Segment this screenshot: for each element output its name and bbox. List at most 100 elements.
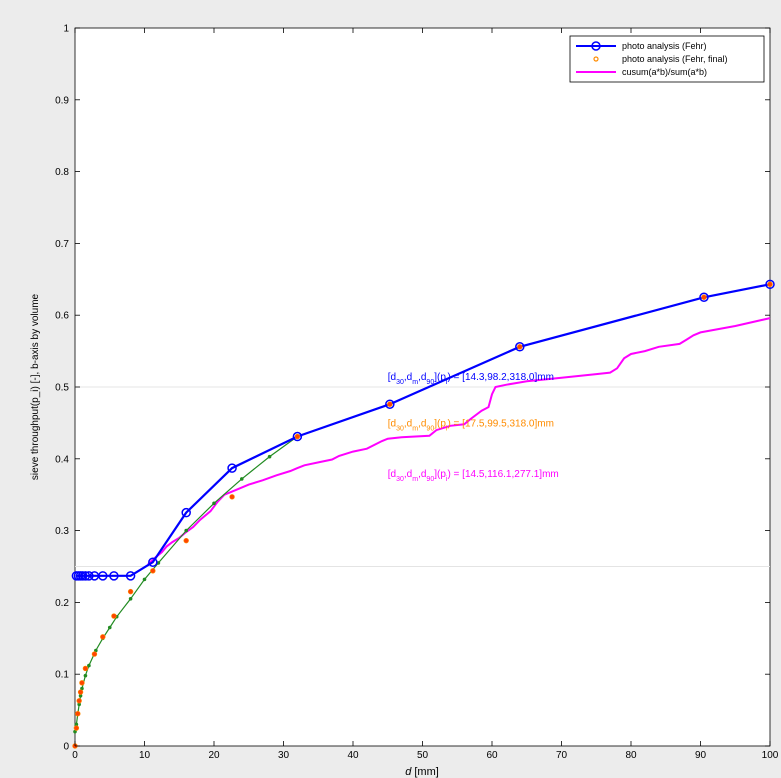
x-axis-label-var: d: [405, 766, 412, 778]
annotation-1-part-7: i: [446, 425, 448, 432]
x-tick-label-1: 10: [139, 750, 151, 761]
annotation-2-part-2: ,d: [404, 469, 412, 480]
series-3-point-17: [240, 477, 244, 481]
x-tick-label-10: 100: [762, 750, 779, 761]
annotation-0-part-5: 90: [426, 378, 434, 385]
annotation-1-part-3: m: [412, 425, 418, 432]
series-3-point-1: [74, 722, 79, 727]
annotation-layer: [d30,dm,d90](pi) = [14.3,98.2,318.0]mm[d…: [388, 372, 559, 482]
series-0-point-7: [98, 571, 108, 581]
series-0-point-13: [292, 431, 303, 442]
annotation-2-part-0: [d: [388, 469, 396, 480]
y-axis-label: sieve throughput(p_i) [-], b-axis by vol…: [30, 293, 41, 480]
series-3-point-5: [80, 686, 84, 691]
annotation-1-part-5: 90: [426, 425, 434, 432]
series-1-point-13: [229, 494, 235, 500]
y-tick-label-8: 0.8: [55, 167, 69, 178]
x-tick-label-8: 80: [625, 750, 637, 761]
series-0-point-10: [148, 557, 158, 567]
annotation-1-part-2: ,d: [404, 418, 412, 429]
series-1-point-2: [75, 710, 81, 717]
x-tick-label-5: 50: [417, 750, 429, 761]
series-0-point-8: [109, 571, 119, 581]
series-1-point-3: [76, 698, 82, 704]
series-0-point-4: [80, 571, 91, 581]
annotation-1-part-6: ](p: [434, 418, 446, 429]
series-1: [72, 281, 773, 749]
y-tick-label-4: 0.4: [55, 454, 69, 465]
x-tick-label-7: 70: [556, 750, 568, 761]
annotation-2-part-3: m: [412, 475, 418, 482]
series-3-point-4: [78, 693, 83, 698]
series-3-point-8: [94, 648, 98, 653]
series-1-point-1: [73, 725, 80, 731]
legend: photo analysis (Fehr) photo analysis (Fe…: [569, 35, 765, 83]
annotation-1-part-0: [d: [388, 418, 396, 429]
y-tick-label-2: 0.2: [55, 598, 69, 609]
y-tick-label-7: 0.7: [55, 239, 69, 250]
x-tick-label-4: 40: [347, 750, 359, 761]
legend-marker-fehr-final: [593, 56, 599, 62]
series-2: [147, 317, 771, 566]
series-3-point-6: [83, 673, 88, 678]
series-0-point-15: [515, 342, 525, 352]
annotation-0-part-8: ) = [14.3,98.2,318.0]mm: [447, 372, 553, 383]
series-0-point-3: [77, 571, 88, 581]
annotation-2-part-4: ,d: [418, 469, 426, 480]
series-3-point-16: [212, 501, 216, 506]
annotation-2-part-5: 90: [426, 475, 434, 482]
legend-label-fehr-final: photo analysis (Fehr, final): [622, 54, 728, 64]
annotation-0-part-2: ,d: [404, 372, 412, 383]
x-axis-label-unit: [mm]: [411, 766, 439, 778]
annotation-1-part-4: ,d: [418, 418, 426, 429]
series-3-point-10: [107, 625, 112, 630]
y-tick-label-5: 0.5: [55, 383, 69, 394]
grid-lines: [75, 386, 770, 567]
y-tick-label-9: 0.9: [55, 95, 69, 106]
series-1-point-12: [183, 537, 189, 544]
y-tick-label-3: 0.3: [55, 526, 69, 537]
annotation-2: [d30,dm,d90](pi) = [14.5,116.1,277.1]mm: [388, 469, 559, 483]
series-1-point-9: [111, 613, 117, 619]
series-1-point-15: [387, 401, 393, 407]
series-0-point-14: [385, 399, 395, 409]
series-1-point-18: [767, 281, 773, 288]
y-tick-label-10: 1: [63, 24, 69, 35]
series-0-point-16: [699, 292, 709, 302]
series-3-point-7: [87, 663, 91, 668]
series-1-point-14: [294, 433, 301, 440]
annotation-1-part-1: 30: [396, 425, 404, 432]
annotation-2-part-7: i: [446, 475, 448, 482]
annotation-0-part-7: i: [446, 378, 448, 385]
series-3-point-13: [142, 577, 147, 582]
legend-box: [569, 35, 765, 83]
series-1-point-5: [79, 680, 85, 686]
series-2-line: [147, 317, 771, 566]
series-1-point-6: [82, 665, 89, 672]
x-tick-label-9: 90: [695, 750, 707, 761]
x-tick-label-3: 30: [278, 750, 290, 761]
series-1-point-4: [77, 689, 84, 695]
y-axis: 0 0.1 0.2 0.3 0.4 0.5 0.6 0.7 0.8 0.9 1: [55, 24, 770, 753]
series-1-point-8: [100, 634, 106, 640]
annotation-0-part-3: m: [412, 378, 418, 385]
series-0-point-17: [765, 279, 775, 290]
series-0-point-9: [125, 571, 136, 581]
series-1-point-7: [91, 651, 98, 657]
series-1-point-10: [127, 588, 134, 595]
legend-label-cusum: cusum(a*b)/sum(a*b): [622, 67, 707, 77]
annotation-0-part-4: ,d: [418, 372, 426, 383]
annotation-1: [d30,dm,d90](pi) = [17.5,99.5,318.0]mm: [388, 418, 554, 432]
series-layer: [71, 279, 775, 749]
x-tick-label-0: 0: [72, 750, 78, 761]
x-axis: 0 10 20 30 40 50 60 70 80 90 100: [72, 28, 779, 761]
annotation-0-part-6: ](p: [434, 372, 446, 383]
series-3-point-15: [184, 528, 188, 533]
annotation-2-part-6: ](p: [434, 469, 446, 480]
series-3-point-18: [267, 454, 272, 459]
annotation-2-part-8: ) = [14.5,116.1,277.1]mm: [447, 469, 558, 480]
series-1-point-16: [517, 344, 523, 350]
series-3-point-12: [128, 597, 133, 601]
annotation-0-part-0: [d: [388, 372, 396, 383]
series-0-point-12: [227, 463, 237, 473]
